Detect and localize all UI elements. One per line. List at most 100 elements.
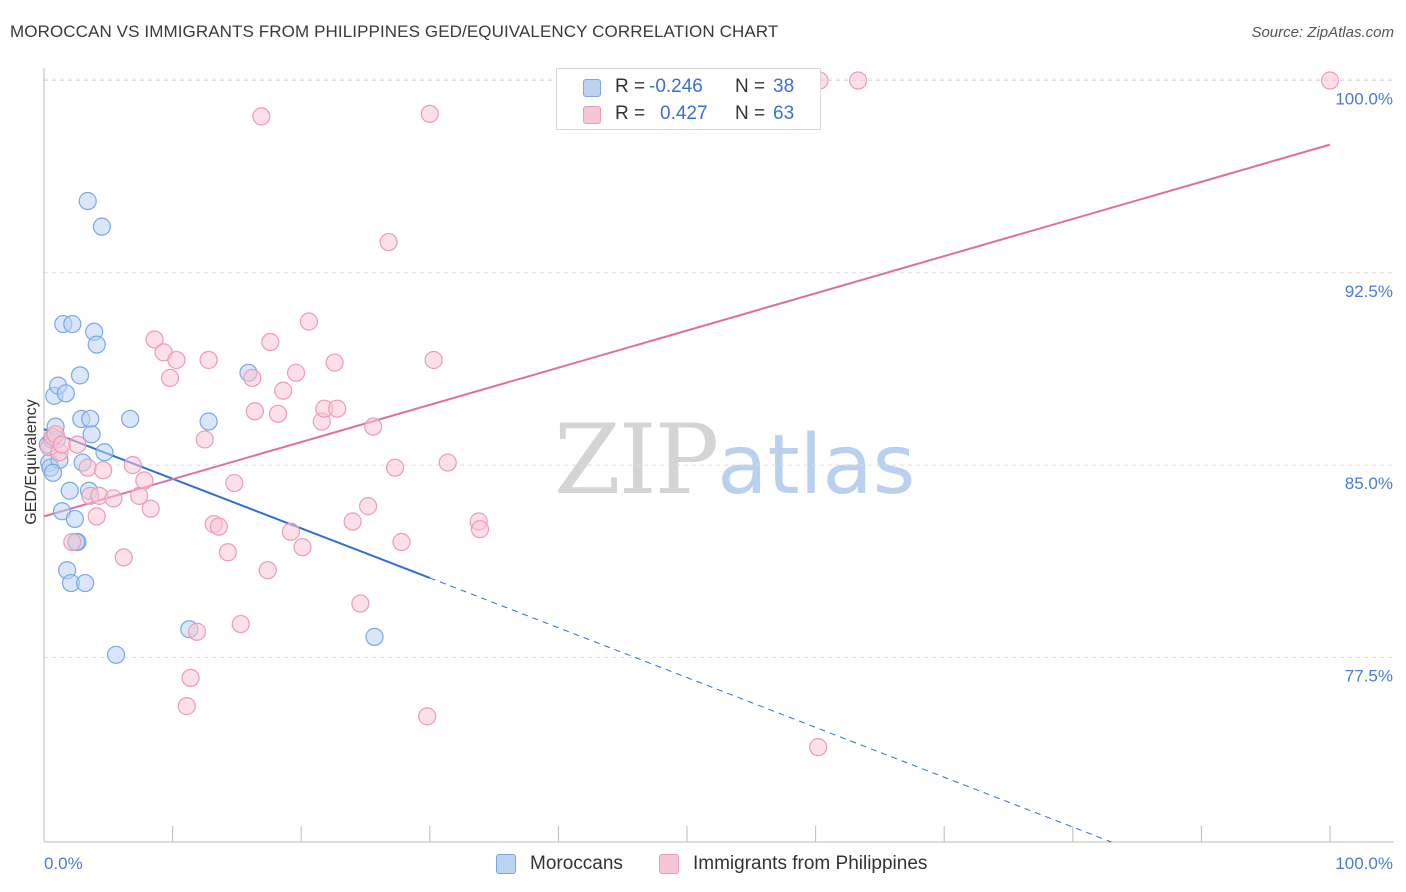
legend-r-value: 0.427: [660, 103, 708, 124]
point-philippines: [274, 381, 293, 400]
point-philippines: [177, 697, 196, 716]
y-axis-title: GED/Equivalency: [23, 399, 40, 524]
point-philippines: [52, 435, 72, 454]
axes: [43, 68, 1394, 843]
point-philippines: [420, 104, 439, 123]
point-philippines: [135, 471, 154, 490]
legend-n-value: 38: [773, 76, 795, 97]
point-philippines: [385, 458, 405, 477]
legend-n-label: N =: [735, 103, 766, 124]
point-philippines: [268, 404, 288, 423]
point-moroccans: [82, 425, 101, 444]
point-philippines: [379, 232, 398, 252]
point-philippines: [145, 330, 164, 349]
point-philippines: [104, 489, 123, 508]
point-philippines: [392, 532, 411, 552]
watermark-zip: ZIP: [554, 404, 719, 516]
point-philippines: [87, 507, 106, 526]
point-philippines: [123, 456, 142, 475]
point-philippines: [809, 738, 828, 757]
chart-title: MOROCCAN VS IMMIGRANTS FROM PHILIPPINES …: [10, 22, 779, 41]
point-philippines: [848, 71, 868, 90]
point-moroccans: [65, 509, 84, 529]
legend-row-philippines: R = 0.427 N = 63: [557, 101, 820, 127]
point-philippines: [343, 512, 362, 531]
point-philippines: [1320, 71, 1340, 90]
point-philippines: [94, 461, 113, 480]
x-tick-label-left: 0.0%: [44, 854, 83, 873]
point-moroccans: [60, 481, 79, 500]
point-philippines: [63, 532, 82, 552]
legend-r-value: -0.246: [649, 76, 703, 97]
point-philippines: [261, 332, 280, 352]
point-moroccans: [106, 645, 126, 664]
point-philippines: [209, 517, 228, 536]
y-tick-label: 85.0%: [1345, 474, 1393, 493]
point-moroccans: [76, 573, 95, 593]
point-philippines: [293, 538, 312, 557]
point-philippines: [325, 353, 344, 372]
point-philippines: [252, 107, 271, 126]
point-philippines: [160, 368, 180, 388]
point-moroccans: [43, 463, 63, 482]
tick-labels: 100.0% 92.5% 85.0% 77.5% 0.0% 100.0%: [44, 90, 1393, 873]
point-moroccans: [92, 217, 111, 236]
y-tick-label: 77.5%: [1345, 666, 1393, 685]
point-philippines: [181, 668, 200, 688]
chart-source: Source: ZipAtlas.com: [1251, 24, 1394, 41]
point-philippines: [225, 473, 244, 493]
x-tick-label-right: 100.0%: [1335, 854, 1393, 873]
legend-row-moroccans: R = -0.246 N = 38: [557, 74, 820, 100]
point-philippines: [245, 402, 265, 421]
point-philippines: [418, 707, 437, 726]
point-philippines: [141, 499, 160, 518]
point-moroccans: [121, 409, 140, 429]
bottom-legend-label-moroccans: Moroccans: [530, 853, 623, 874]
point-philippines: [281, 522, 301, 541]
data-points: [38, 71, 1340, 757]
point-philippines: [424, 350, 443, 370]
legend-swatch-moroccans: [583, 79, 601, 97]
legend-r-label: R =: [615, 76, 646, 97]
trend-line-philippines: [43, 143, 1331, 518]
point-moroccans: [63, 314, 82, 334]
point-philippines: [328, 399, 347, 418]
point-philippines: [68, 435, 87, 454]
y-tick-label: 100.0%: [1335, 90, 1393, 109]
point-philippines: [258, 561, 277, 580]
point-philippines: [231, 614, 250, 634]
point-philippines: [351, 594, 370, 613]
point-philippines: [199, 350, 218, 370]
point-moroccans: [70, 366, 90, 385]
point-moroccans: [81, 409, 100, 429]
point-philippines: [195, 430, 214, 449]
trend-lines: [43, 143, 1331, 843]
point-philippines: [358, 497, 378, 516]
bottom-legend-swatch-philippines: [659, 854, 679, 874]
legend-r-label: R =: [615, 103, 646, 124]
point-moroccans: [56, 384, 75, 403]
point-philippines: [167, 350, 186, 370]
point-philippines: [218, 543, 237, 562]
legend-swatch-philippines: [583, 106, 601, 124]
point-philippines: [286, 363, 306, 382]
point-philippines: [78, 458, 97, 477]
point-moroccans: [199, 412, 218, 431]
bottom-legend-label-philippines: Immigrants from Philippines: [693, 853, 928, 874]
stats-legend: R = -0.246 N = 38 R = 0.427 N = 63: [556, 68, 821, 130]
point-philippines: [364, 417, 383, 436]
point-philippines: [114, 548, 133, 567]
trend-line-moroccans-extrapolated: [429, 577, 1112, 843]
point-moroccans: [365, 627, 384, 646]
point-philippines: [470, 520, 490, 539]
point-moroccans: [95, 443, 114, 462]
point-philippines: [299, 312, 319, 331]
legend-n-value: 63: [773, 103, 795, 124]
point-moroccans: [87, 335, 106, 354]
point-moroccans: [78, 191, 97, 211]
point-philippines: [243, 368, 262, 388]
bottom-legend-swatch-moroccans: [496, 854, 516, 874]
legend-n-label: N =: [735, 76, 766, 97]
y-tick-label: 92.5%: [1345, 282, 1393, 301]
